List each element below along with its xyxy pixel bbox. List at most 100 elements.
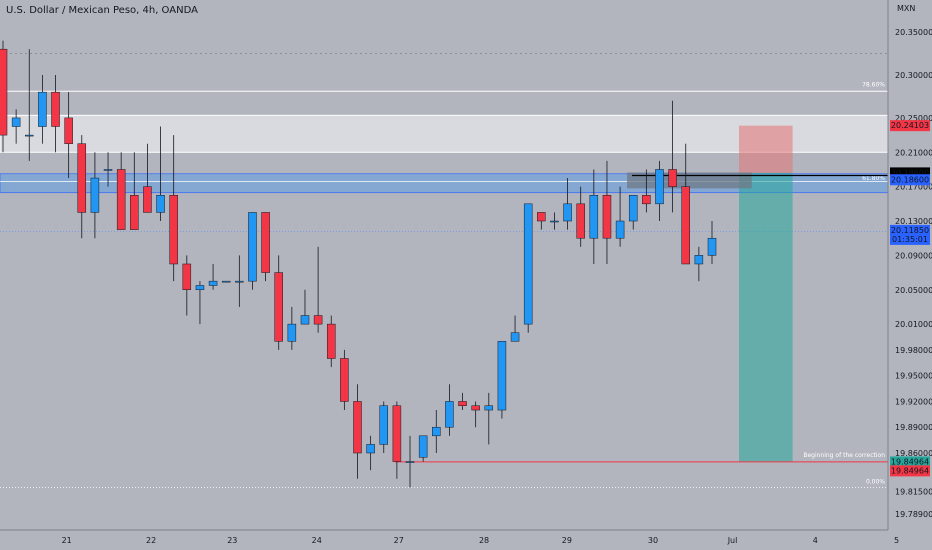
y-tick-label: 20.01000	[895, 320, 932, 329]
candle-down	[313, 315, 323, 325]
y-tick-label: 20.17000	[895, 183, 932, 192]
currency-label: MXN	[897, 4, 915, 13]
candle-up	[510, 332, 520, 342]
candle-down	[182, 263, 192, 291]
x-tick-label: Jul	[727, 536, 738, 545]
y-tick-label: 20.35000	[895, 28, 932, 37]
candle-down	[681, 186, 690, 265]
price-tag	[890, 120, 930, 132]
price-tag-label: 19.84964	[891, 466, 929, 475]
candle-up	[615, 220, 625, 239]
x-tick-label: 24	[312, 536, 322, 545]
x-tick-label: 28	[479, 536, 489, 545]
countdown-label: 01:35:01	[892, 235, 928, 244]
candle-up	[366, 444, 375, 454]
candle-down	[0, 48, 8, 136]
candle-down	[576, 203, 585, 239]
candle-down	[77, 143, 87, 213]
price-tag-label: 20.11850	[891, 226, 929, 235]
candle-down	[116, 169, 126, 230]
candle-down	[642, 194, 651, 205]
price-tag-label: 19.84964	[891, 457, 929, 466]
candle-up	[694, 255, 704, 265]
correction-label: Beginning of the correction	[803, 452, 885, 459]
candle-up	[445, 401, 454, 428]
price-tag	[890, 224, 930, 245]
candle-up	[628, 194, 638, 222]
y-tick-label: 19.86000	[895, 449, 932, 458]
candle-down	[143, 186, 152, 213]
candle-up	[589, 194, 599, 239]
x-tick-label: 5	[894, 536, 899, 545]
candle-up	[432, 426, 441, 437]
candle-down	[130, 194, 139, 230]
y-tick-label: 19.78900	[895, 510, 932, 519]
price-tag	[890, 167, 930, 179]
candle-down	[340, 358, 349, 402]
candle-up	[300, 315, 310, 325]
price-tag-label: 20.18600	[891, 168, 929, 177]
fib-0-label: 0.00%	[866, 478, 885, 485]
candle-up	[248, 212, 257, 282]
candle-down	[353, 401, 362, 454]
y-tick-label: 19.92000	[895, 397, 932, 406]
price-tag-label: 20.24103	[891, 121, 929, 130]
y-tick-label: 19.89000	[895, 423, 932, 432]
candle-up	[156, 194, 165, 213]
candle-up	[11, 117, 21, 127]
candle-up	[484, 405, 494, 411]
candle-up	[235, 280, 244, 283]
y-tick-label: 20.13000	[895, 217, 932, 226]
y-tick-label: 19.95000	[895, 372, 932, 381]
candle-down	[169, 194, 178, 265]
candle-down	[602, 194, 612, 239]
candle-up	[208, 280, 218, 286]
y-tick-label: 20.30000	[895, 71, 932, 80]
candle-down	[326, 323, 336, 359]
candle-up	[103, 169, 113, 171]
candle-up	[418, 435, 428, 458]
candle-down	[458, 401, 467, 406]
price-tag	[890, 465, 930, 477]
candle-up	[90, 177, 100, 213]
candle-up	[405, 461, 415, 463]
candle-up	[287, 323, 297, 342]
y-tick-label: 20.05000	[895, 286, 932, 295]
candle-up	[195, 285, 205, 291]
candle-down	[668, 169, 677, 187]
candle-down	[261, 212, 270, 273]
take-profit-zone	[739, 172, 793, 462]
candle-down	[537, 212, 546, 222]
candle-down	[471, 405, 480, 411]
candle-up	[379, 405, 389, 445]
x-tick-label: 27	[394, 536, 404, 545]
consolidation-box	[627, 172, 752, 189]
candle-down	[274, 272, 283, 342]
stop-loss-zone	[739, 125, 793, 173]
x-tick-label: 30	[648, 536, 658, 545]
y-tick-label: 19.98000	[895, 346, 932, 355]
y-tick-label: 19.81500	[895, 488, 932, 497]
candle-up	[497, 341, 507, 411]
y-tick-label: 20.09000	[895, 251, 932, 260]
candle-up	[655, 169, 664, 205]
candle-up	[523, 203, 533, 325]
candle-down	[51, 91, 60, 127]
price-tag	[890, 456, 930, 468]
y-tick-label: 20.25000	[895, 114, 932, 123]
candle-up	[550, 220, 559, 223]
y-tick-label: 20.21000	[895, 148, 932, 157]
fib-786-label: 78.60%	[862, 81, 885, 88]
symbol-title: U.S. Dollar / Mexican Peso, 4h, OANDA	[6, 5, 198, 16]
candle-down	[392, 405, 402, 462]
candle-up	[38, 91, 47, 127]
candle-up	[707, 237, 717, 256]
x-tick-label: 21	[62, 536, 72, 545]
candle-up	[221, 280, 231, 283]
x-tick-label: 23	[227, 536, 237, 545]
price-tag-label: 20.18600	[891, 175, 929, 184]
candle-up	[25, 134, 34, 137]
fib-618-label: 61.80%	[862, 175, 885, 182]
